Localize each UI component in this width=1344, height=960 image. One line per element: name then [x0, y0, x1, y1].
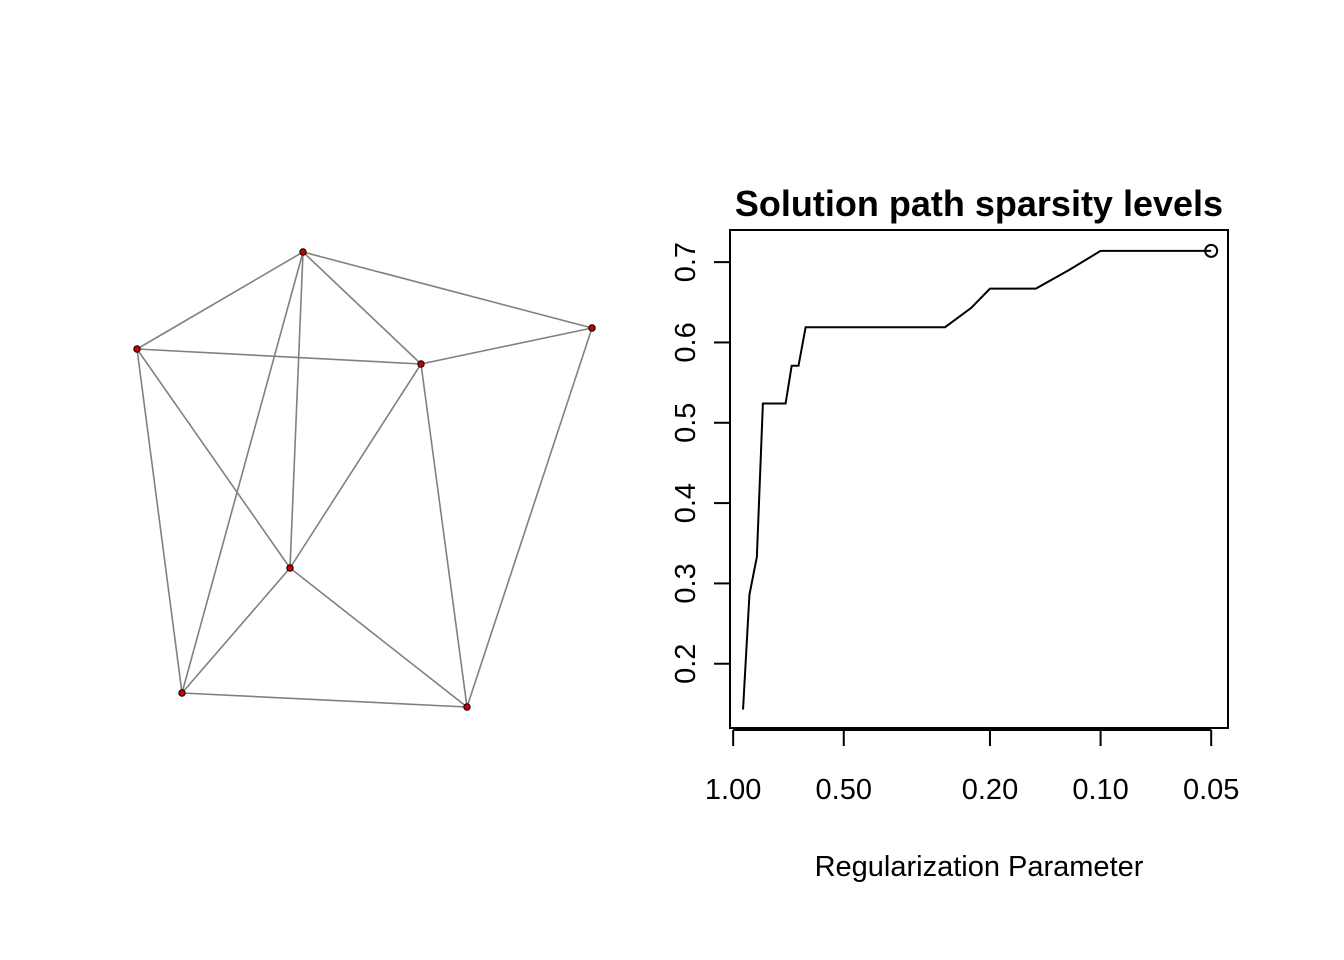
y-axis: 0.2 0.3 0.4 0.5 0.6 0.7	[670, 242, 731, 684]
graph-edge	[420, 327, 593, 365]
graph-edge	[302, 251, 422, 365]
network-graph	[133, 248, 596, 711]
graph-edge	[136, 251, 304, 350]
graph-nodes	[133, 248, 596, 711]
graph-node	[286, 564, 294, 572]
graph-node	[299, 248, 307, 256]
graph-node	[178, 689, 186, 697]
graph-edge	[289, 363, 422, 569]
graph-node	[463, 703, 471, 711]
x-tick-label: 0.10	[1072, 774, 1128, 806]
graph-edge	[181, 251, 304, 694]
chart-title: Solution path sparsity levels	[735, 183, 1223, 224]
y-tick-label: 0.7	[670, 242, 702, 282]
end-point-marker	[1204, 243, 1219, 258]
y-tick-label: 0.4	[670, 483, 702, 523]
graph-edge	[136, 348, 183, 694]
x-axis-label: Regularization Parameter	[815, 851, 1144, 883]
x-axis: 1.00 0.50 0.20 0.10 0.05	[705, 729, 1239, 806]
graph-edge	[181, 692, 468, 708]
graph-edge	[302, 251, 593, 329]
y-tick-label: 0.2	[670, 644, 702, 684]
graph-edges	[136, 251, 593, 708]
x-tick-label: 0.50	[816, 774, 872, 806]
graph-edge	[136, 348, 291, 569]
plot-frame	[729, 229, 1229, 729]
graph-edge	[289, 567, 468, 708]
graph-edge	[181, 567, 291, 694]
x-tick-label: 1.00	[705, 774, 761, 806]
graph-edge	[289, 251, 304, 569]
graph-edge	[420, 363, 468, 708]
y-tick-label: 0.3	[670, 563, 702, 603]
graph-edge	[136, 348, 422, 365]
sparsity-chart: Solution path sparsity levels 1.00 0.50 0.…	[670, 183, 1239, 883]
y-tick-label: 0.6	[670, 322, 702, 362]
y-tick-label: 0.5	[670, 403, 702, 443]
graph-node	[588, 324, 596, 332]
graph-node	[133, 345, 141, 353]
graph-node	[417, 360, 425, 368]
x-tick-label: 0.05	[1183, 774, 1239, 806]
graph-edge	[466, 327, 593, 708]
x-tick-label: 0.20	[962, 774, 1018, 806]
series-line	[742, 249, 1212, 710]
